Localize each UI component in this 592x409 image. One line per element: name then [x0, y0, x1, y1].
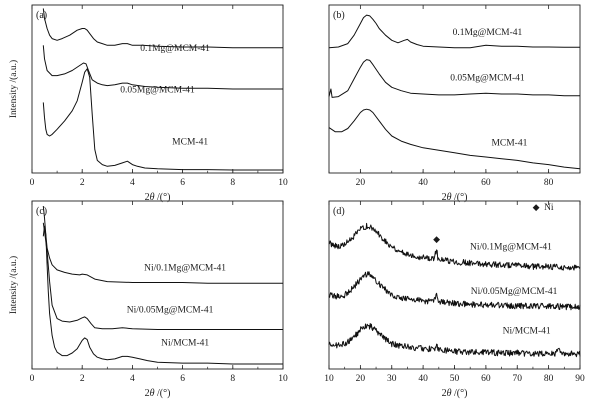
x-axis-label-theta: θ — [150, 388, 155, 399]
series-line-1 — [42, 205, 283, 284]
x-axis-label-theta: θ — [447, 388, 452, 399]
x-tick-label: 0 — [30, 374, 35, 384]
x-axis-label-theta: θ — [150, 192, 155, 203]
x-tick-label: 10 — [278, 374, 288, 384]
series-line-2 — [328, 59, 580, 98]
series-label: 0.05Mg@MCM-41 — [120, 85, 195, 95]
series-line-1 — [42, 8, 283, 49]
x-axis-label-unit: /(°) — [154, 388, 170, 399]
x-tick-label: 20 — [356, 374, 366, 384]
x-tick-label: 20 — [356, 178, 366, 188]
x-tick-label: 40 — [418, 374, 428, 384]
series-line-2 — [328, 271, 581, 311]
x-axis-label-prefix: 2 — [145, 388, 150, 399]
x-tick-label: 4 — [130, 374, 135, 384]
x-tick-label: 10 — [324, 374, 334, 384]
panel-label: (d) — [333, 206, 345, 217]
x-tick-label: 10 — [278, 178, 288, 188]
ni-diamond-marker: ◆ — [533, 202, 540, 212]
x-axis-label-unit: /(°) — [451, 192, 467, 203]
x-axis-label-unit: /(°) — [451, 388, 467, 399]
x-tick-label: 90 — [575, 374, 585, 384]
legend-label: Ni — [544, 203, 554, 213]
series-label: Ni/0.05Mg@MCM-41 — [127, 306, 214, 316]
x-axis-label-prefix: 2 — [442, 192, 447, 203]
series-label: Ni/MCM-41 — [503, 327, 551, 337]
x-tick-label: 2 — [80, 178, 85, 188]
y-axis-label: Intensity /(a.u.) — [8, 60, 19, 118]
x-axis-label: 2θ /(°) — [145, 388, 171, 399]
x-tick-label: 50 — [450, 374, 460, 384]
series-line-3 — [328, 323, 581, 358]
x-tick-label: 80 — [544, 374, 554, 384]
x-tick-label: 8 — [230, 178, 235, 188]
series-label: 0.1Mg@MCM-41 — [140, 44, 210, 54]
x-tick-label: 8 — [230, 374, 235, 384]
series-line-3 — [328, 108, 581, 170]
series-label: Ni/MCM-41 — [161, 338, 209, 348]
x-axis-label-theta: θ — [447, 192, 452, 203]
x-tick-label: 4 — [130, 178, 135, 188]
x-axis-label: 2θ /(°) — [442, 192, 468, 203]
series-line-1 — [328, 222, 581, 271]
series-label: MCM-41 — [172, 137, 208, 147]
series-line-3 — [42, 68, 283, 171]
x-tick-label: 40 — [418, 178, 428, 188]
series-line-2 — [42, 45, 283, 90]
x-axis-label-prefix: 2 — [442, 388, 447, 399]
series-label: 0.05Mg@MCM-41 — [450, 74, 525, 84]
x-tick-label: 2 — [80, 374, 85, 384]
series-label: Ni/0.1Mg@MCM-41 — [144, 264, 226, 274]
series-label: Ni/0.05Mg@MCM-41 — [471, 287, 558, 297]
series-label: 0.1Mg@MCM-41 — [453, 28, 523, 38]
x-tick-label: 6 — [180, 374, 185, 384]
series-line-1 — [328, 14, 580, 49]
series-label: Ni/0.1Mg@MCM-41 — [470, 243, 552, 253]
plot-frame — [31, 200, 284, 370]
x-tick-label: 6 — [180, 178, 185, 188]
x-tick-label: 60 — [481, 374, 491, 384]
x-axis-label: 2θ /(°) — [442, 388, 468, 399]
series-label: MCM-41 — [491, 138, 527, 148]
x-tick-label: 60 — [481, 178, 491, 188]
ni-diamond-marker: ◆ — [433, 234, 440, 244]
panel-label: (b) — [333, 10, 345, 21]
x-tick-label: 70 — [513, 374, 523, 384]
x-axis-label: 2θ /(°) — [145, 192, 171, 203]
panel-b: (b) 20 40 60 80 2θ /(°) 0.1Mg@MCM-41 0.05Mg@MCM… — [328, 4, 581, 203]
x-axis-label-unit: /(°) — [154, 192, 170, 203]
series-line-3 — [42, 225, 283, 365]
x-tick-label: 0 — [30, 178, 35, 188]
panel-d: (d) 10 20 30 40 50 60 70 80 90 2θ /(°) Ni/0.1Mg@MCM… — [324, 200, 585, 399]
series-line-2 — [42, 222, 283, 330]
panel-label: (a) — [36, 10, 47, 21]
y-axis-label: Intensity /(a.u.) — [8, 256, 19, 314]
x-tick-label: 30 — [387, 374, 397, 384]
panel-label: (c) — [36, 206, 47, 217]
x-axis-label-prefix: 2 — [145, 192, 150, 203]
x-tick-label: 80 — [544, 178, 554, 188]
